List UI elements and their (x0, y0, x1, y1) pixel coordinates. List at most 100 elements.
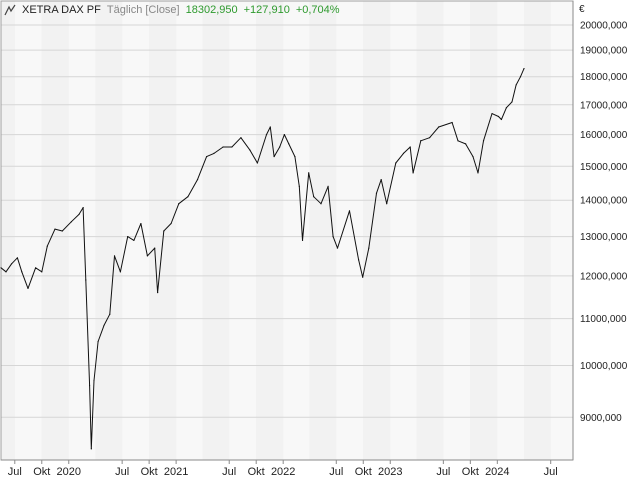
data-point (336, 247, 339, 249)
data-point (395, 162, 397, 164)
time-band (176, 1, 203, 460)
y-tick-label: 11000,000 (580, 314, 627, 325)
data-point (170, 222, 172, 225)
data-point (457, 140, 459, 142)
x-tick-label: Okt (248, 466, 265, 478)
data-point (402, 152, 405, 154)
data-point (362, 276, 364, 278)
data-point (90, 448, 92, 450)
x-tick-label: Jul (222, 466, 236, 478)
time-band (41, 1, 69, 460)
y-tick-label: 12000,000 (580, 271, 628, 282)
data-point (97, 340, 99, 343)
data-point (301, 239, 304, 241)
x-tick-label: Okt (141, 466, 158, 478)
y-tick-label: 20000,000 (580, 20, 628, 31)
data-point (283, 133, 285, 136)
line-chart-icon (4, 4, 16, 16)
interval-label: Täglich [Close] (106, 4, 180, 16)
data-point (35, 267, 37, 269)
data-point (482, 140, 485, 142)
data-point (54, 228, 56, 230)
data-point (279, 146, 281, 148)
time-band (202, 1, 230, 460)
x-tick-label: Jul (8, 466, 22, 478)
data-point (308, 172, 310, 174)
time-band (1, 1, 15, 460)
time-band (229, 1, 257, 460)
data-point (451, 121, 453, 124)
data-point (88, 384, 91, 387)
data-point (16, 257, 19, 259)
time-band (68, 1, 96, 460)
data-point (27, 287, 29, 289)
y-tick-label: 15000,000 (580, 162, 628, 173)
data-point (505, 107, 508, 109)
y-tick-label: 19000,000 (580, 46, 628, 57)
data-point (10, 263, 13, 265)
data-point (438, 126, 440, 128)
y-tick-label: 17000,000 (580, 100, 628, 111)
data-point (70, 221, 72, 223)
data-point (265, 133, 268, 136)
data-point (213, 152, 215, 154)
time-band (336, 1, 364, 460)
time-band (550, 1, 573, 460)
data-point (269, 126, 271, 128)
data-point (519, 76, 522, 78)
data-point (119, 271, 121, 273)
data-point (222, 146, 224, 148)
data-point (320, 203, 322, 205)
data-point (146, 255, 148, 257)
data-point (511, 101, 513, 103)
data-point (178, 203, 180, 205)
data-point (491, 112, 493, 115)
x-tick-label: Jul (115, 466, 129, 478)
data-point (103, 324, 105, 327)
x-tick-label: 2021 (164, 466, 188, 478)
data-point (515, 84, 517, 86)
x-tick-label: 2022 (271, 466, 295, 478)
data-point (477, 172, 479, 174)
last-price: 18302,950 (185, 4, 238, 16)
time-band (416, 1, 444, 460)
time-band (390, 1, 417, 460)
data-point (348, 210, 351, 212)
time-band (524, 1, 551, 460)
price-change-pct: +0,704% (295, 4, 340, 16)
data-point (127, 236, 129, 238)
x-tick-label: 2024 (485, 466, 509, 478)
x-tick-label: Okt (33, 466, 50, 478)
data-point (375, 192, 378, 194)
data-point (327, 185, 329, 187)
data-point (465, 143, 467, 145)
data-point (0, 267, 2, 269)
y-tick-label: 9000,000 (580, 413, 622, 424)
data-point (85, 279, 87, 281)
data-point (46, 245, 48, 247)
time-band (497, 1, 525, 460)
data-point (332, 236, 334, 238)
x-tick-label: Okt (355, 466, 372, 478)
data-point (21, 271, 23, 273)
time-band (363, 1, 391, 460)
data-point (294, 155, 296, 158)
data-point (231, 146, 233, 148)
time-band (309, 1, 337, 460)
data-point (196, 178, 199, 181)
data-point (133, 239, 135, 241)
data-point (380, 178, 382, 181)
data-point (78, 213, 80, 216)
y-tick-label: 18000,000 (580, 72, 628, 83)
data-point (497, 115, 500, 118)
y-tick-label: 14000,000 (580, 196, 628, 207)
x-tick-label: Jul (436, 466, 450, 478)
data-point (368, 247, 370, 249)
x-tick-label: Jul (544, 466, 558, 478)
y-tick-label: 13000,000 (580, 232, 628, 243)
time-band (283, 1, 310, 460)
time-band (149, 1, 177, 460)
data-point (154, 247, 156, 249)
data-point (298, 185, 300, 187)
